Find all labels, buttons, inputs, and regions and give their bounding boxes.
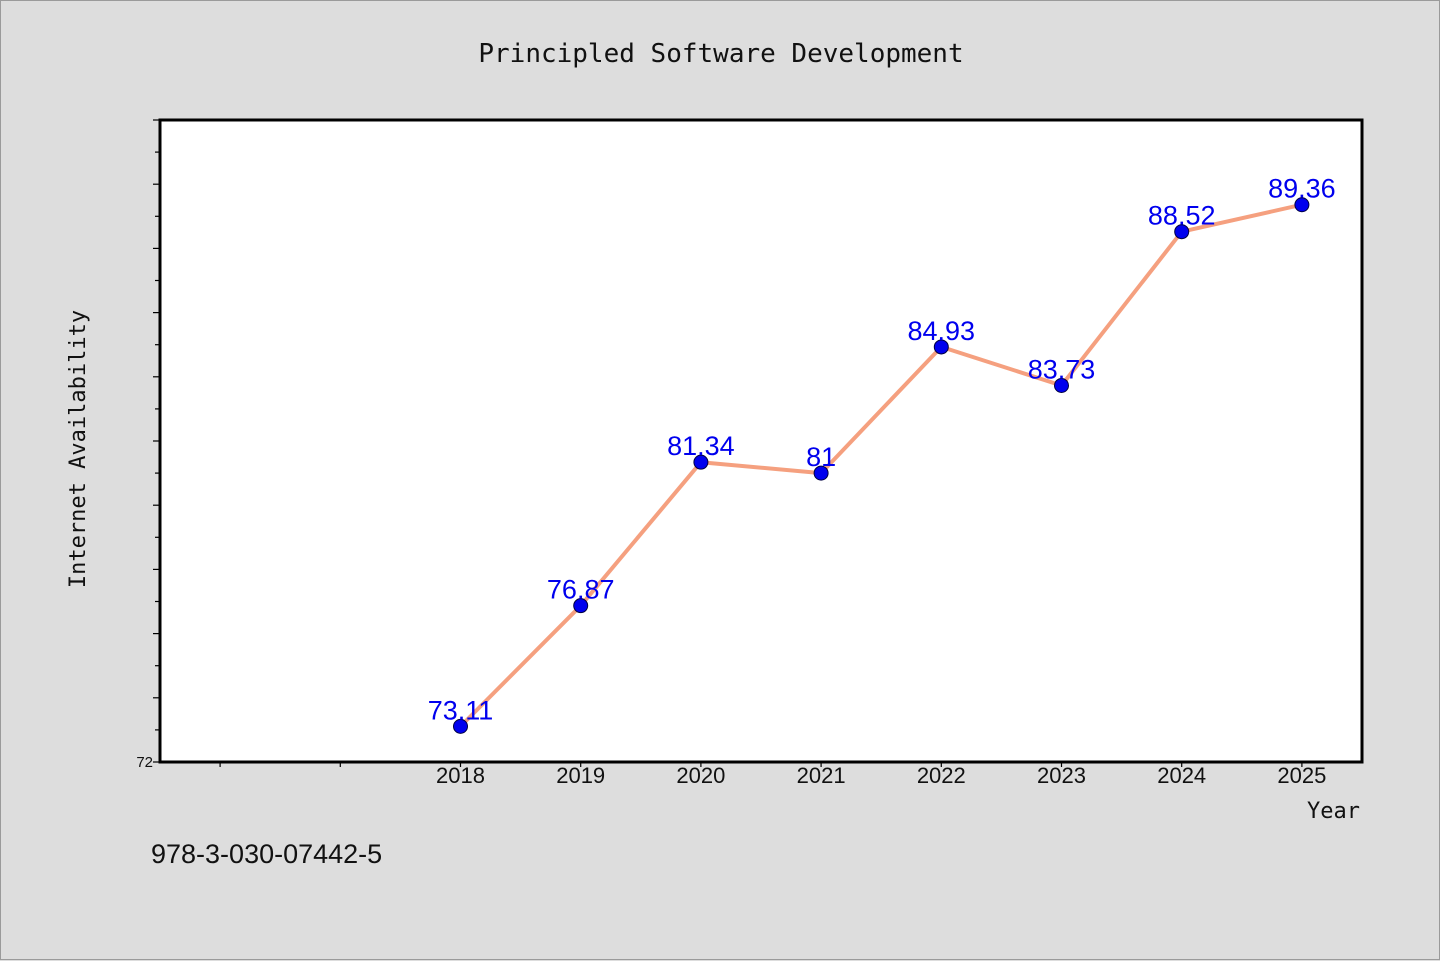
- x-tick-label: 2023: [1037, 763, 1086, 788]
- series-line-group: [453, 197, 1310, 734]
- x-tick-label: 2022: [917, 763, 966, 788]
- data-label: 73.11: [428, 695, 494, 725]
- footer-isbn: 978-3-030-07442-5: [151, 839, 382, 869]
- x-axis-ticks: [219, 763, 1303, 767]
- data-label: 84.93: [908, 316, 976, 346]
- data-point: [453, 718, 468, 734]
- data-point: [933, 339, 949, 355]
- data-point: [573, 598, 589, 614]
- data-point: [1174, 224, 1190, 240]
- data-label: 89.36: [1268, 174, 1336, 204]
- x-tick-label: 2021: [797, 763, 846, 788]
- data-label: 81: [806, 442, 836, 472]
- x-tick-label: 2020: [676, 763, 725, 788]
- data-point: [1054, 377, 1069, 393]
- data-point: [1294, 197, 1310, 213]
- y-axis-label: Internet Availability: [66, 310, 91, 588]
- data-point: [693, 454, 709, 470]
- x-tick-label: 2019: [556, 763, 605, 788]
- x-tick-label: 2018: [436, 763, 485, 788]
- x-axis-label: Year: [1307, 799, 1360, 824]
- x-axis-tick-labels: 2018 2019 2020 2021 2022 2023 2024 2025: [436, 763, 1326, 788]
- x-tick-label: 2025: [1277, 763, 1326, 788]
- data-label: 81.34: [667, 431, 735, 461]
- plot-area: [158, 118, 1364, 764]
- data-point: [813, 465, 829, 481]
- y-tick-label: 72: [136, 754, 153, 771]
- y-axis-ticks: [153, 119, 160, 763]
- chart-title: Principled Software Development: [478, 39, 963, 69]
- data-label: 88.52: [1148, 201, 1216, 231]
- data-labels-group: 73.11 76.87 81.34 81 84.93 83.73 88.52 89.36: [428, 174, 1336, 726]
- data-label: 76.87: [547, 575, 615, 605]
- data-label: 83.73: [1028, 354, 1096, 384]
- x-tick-label: 2024: [1157, 763, 1206, 788]
- series-line: [458, 202, 1304, 729]
